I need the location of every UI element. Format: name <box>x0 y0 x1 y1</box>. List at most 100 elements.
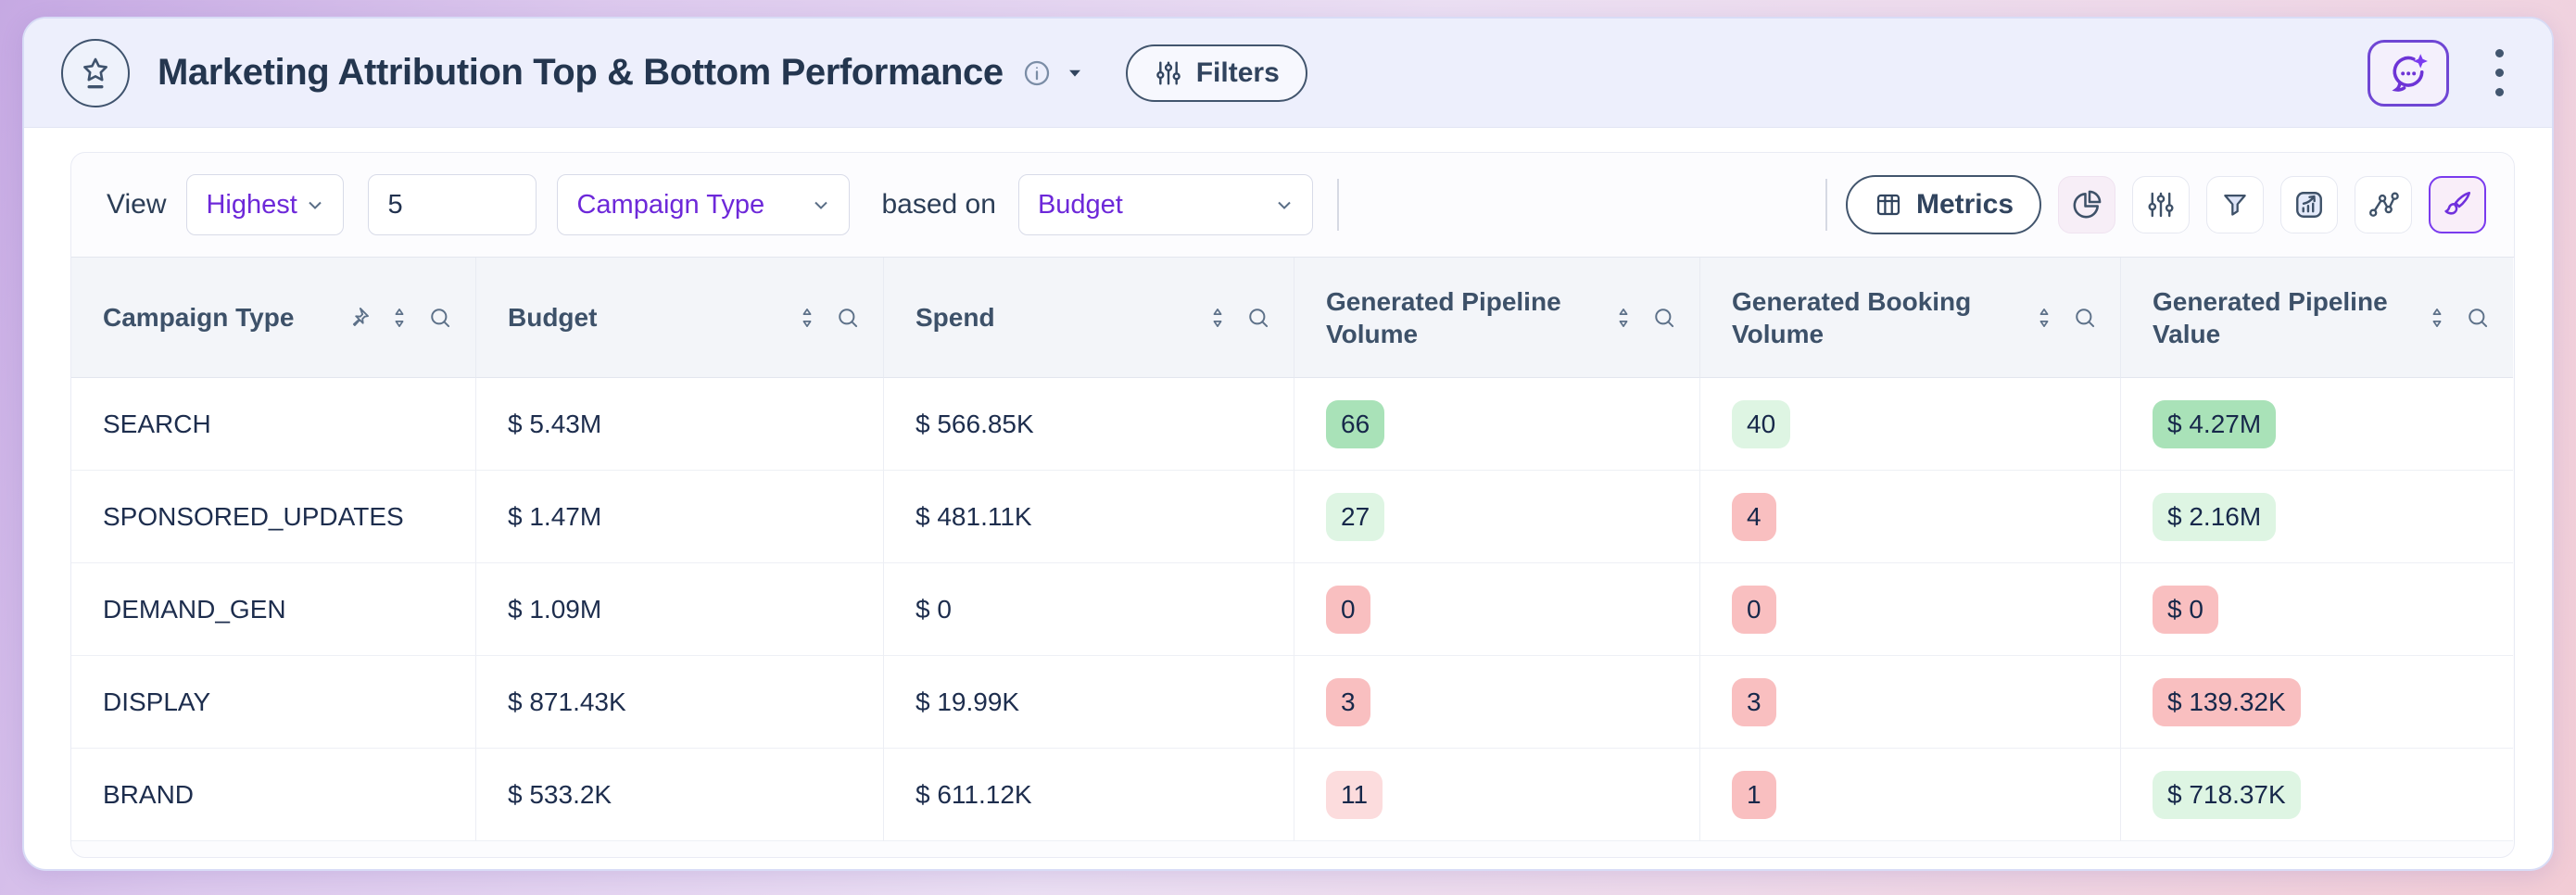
cell-pipeline-volume: 66 <box>1294 378 1700 471</box>
cell-campaign-type: DISPLAY <box>71 656 476 749</box>
widget-header: Marketing Attribution Top & Bottom Perfo… <box>24 19 2552 128</box>
chevron-down-icon[interactable] <box>1065 63 1085 83</box>
table-row[interactable]: BRAND $ 533.2K $ 611.12K 11 1 $ 718.37K <box>71 749 2514 841</box>
metric-select[interactable]: Budget <box>1017 174 1313 235</box>
status-badge: 11 <box>1326 770 1383 819</box>
chevron-down-icon <box>810 194 832 216</box>
column-label: Generated Pipeline Value <box>2153 286 2388 348</box>
count-input[interactable]: 5 <box>368 174 537 235</box>
table-row[interactable]: SEARCH $ 5.43M $ 566.85K 66 40 $ 4.27M <box>71 378 2514 471</box>
pie-chart-view-button[interactable] <box>2058 176 2115 233</box>
sort-icon[interactable] <box>1611 306 1635 330</box>
star-badge-button[interactable] <box>61 38 130 107</box>
cell-pipeline-value: $ 718.37K <box>2121 749 2513 841</box>
metrics-button-label: Metrics <box>1915 189 2014 220</box>
column-header-generated-pipeline-value[interactable]: Generated Pipeline Value <box>2121 258 2513 378</box>
widget-body-panel: View Highest 5 Campaign Type based <box>70 152 2515 858</box>
sort-icon[interactable] <box>2425 306 2449 330</box>
cell-booking-volume: 0 <box>1700 563 2121 656</box>
cell-spend: $ 611.12K <box>884 749 1294 841</box>
status-badge: $ 139.32K <box>2153 677 2301 726</box>
sliders-settings-button[interactable] <box>2132 176 2190 233</box>
funnel-icon <box>2219 189 2251 221</box>
cell-budget: $ 1.47M <box>476 471 884 563</box>
cell-pipeline-value: $ 4.27M <box>2121 378 2513 471</box>
status-badge: 0 <box>1732 585 1776 634</box>
status-badge: $ 0 <box>2153 585 2218 634</box>
table-row[interactable]: SPONSORED_UPDATES $ 1.47M $ 481.11K 27 4… <box>71 471 2514 563</box>
info-icon[interactable] <box>1022 58 1052 88</box>
ai-assistant-button[interactable] <box>2368 39 2449 107</box>
column-header-budget[interactable]: Budget <box>476 258 884 378</box>
cell-pipeline-value: $ 0 <box>2121 563 2513 656</box>
cell-pipeline-volume: 27 <box>1294 471 1700 563</box>
status-badge: 4 <box>1732 492 1776 541</box>
column-label: Budget <box>508 303 598 332</box>
column-header-generated-pipeline-volume[interactable]: Generated Pipeline Volume <box>1294 258 1700 378</box>
cell-budget: $ 871.43K <box>476 656 884 749</box>
star-underline-icon <box>76 54 115 93</box>
cell-booking-volume: 3 <box>1700 656 2121 749</box>
controls-bar: View Highest 5 Campaign Type based <box>71 153 2514 257</box>
status-badge: $ 4.27M <box>2153 399 2277 448</box>
view-label: View <box>107 189 167 220</box>
column-header-spend[interactable]: Spend <box>884 258 1294 378</box>
status-badge: 66 <box>1326 399 1385 448</box>
search-icon[interactable] <box>1245 305 1271 331</box>
metrics-button[interactable]: Metrics <box>1845 175 2041 234</box>
cell-budget: $ 1.09M <box>476 563 884 656</box>
cell-campaign-type: DEMAND_GEN <box>71 563 476 656</box>
search-icon[interactable] <box>2465 305 2491 331</box>
page-title: Marketing Attribution Top & Bottom Perfo… <box>158 52 1004 93</box>
cell-spend: $ 0 <box>884 563 1294 656</box>
cell-booking-volume: 4 <box>1700 471 2121 563</box>
order-select-value: Highest <box>206 189 297 220</box>
cell-budget: $ 5.43M <box>476 378 884 471</box>
chart-trend-icon <box>2292 188 2326 221</box>
based-on-label: based on <box>881 189 996 220</box>
pin-icon[interactable] <box>346 305 372 331</box>
order-select[interactable]: Highest <box>186 174 345 235</box>
column-label: Generated Booking Volume <box>1732 286 1972 348</box>
table-row[interactable]: DISPLAY $ 871.43K $ 19.99K 3 3 $ 139.32K <box>71 656 2514 749</box>
sliders-icon <box>1154 58 1183 88</box>
filters-button-label: Filters <box>1195 57 1280 88</box>
metric-select-value: Budget <box>1037 189 1123 220</box>
scatter-route-button[interactable] <box>2355 176 2412 233</box>
cell-booking-volume: 40 <box>1700 378 2121 471</box>
controls-divider <box>1336 179 1339 231</box>
filters-button[interactable]: Filters <box>1125 44 1307 102</box>
dimension-select-value: Campaign Type <box>576 189 765 220</box>
search-icon[interactable] <box>2072 305 2098 331</box>
search-icon[interactable] <box>835 305 861 331</box>
status-badge: 27 <box>1326 492 1385 541</box>
paintbrush-style-button[interactable] <box>2429 176 2486 233</box>
search-icon[interactable] <box>427 305 453 331</box>
sort-icon[interactable] <box>2032 306 2056 330</box>
cell-pipeline-value: $ 139.32K <box>2121 656 2513 749</box>
filter-funnel-button[interactable] <box>2206 176 2264 233</box>
sort-icon[interactable] <box>387 306 411 330</box>
cell-campaign-type: BRAND <box>71 749 476 841</box>
chevron-down-icon <box>1273 194 1295 216</box>
more-options-button[interactable] <box>2490 44 2509 102</box>
cell-spend: $ 19.99K <box>884 656 1294 749</box>
widget-card: Marketing Attribution Top & Bottom Perfo… <box>22 17 2554 871</box>
column-header-generated-booking-volume[interactable]: Generated Booking Volume <box>1700 258 2121 378</box>
sort-icon[interactable] <box>795 306 819 330</box>
cell-campaign-type: SPONSORED_UPDATES <box>71 471 476 563</box>
column-header-campaign-type[interactable]: Campaign Type <box>71 258 476 378</box>
search-icon[interactable] <box>1651 305 1677 331</box>
column-label: Spend <box>915 303 995 332</box>
status-badge: 1 <box>1732 770 1776 819</box>
column-label: Campaign Type <box>103 303 295 332</box>
scatter-route-icon <box>2367 188 2400 221</box>
data-table: Campaign Type <box>71 257 2514 841</box>
sort-icon[interactable] <box>1206 306 1230 330</box>
table-row[interactable]: DEMAND_GEN $ 1.09M $ 0 0 0 $ 0 <box>71 563 2514 656</box>
paintbrush-icon <box>2441 188 2474 221</box>
cell-pipeline-value: $ 2.16M <box>2121 471 2513 563</box>
chart-trend-button[interactable] <box>2280 176 2338 233</box>
cell-pipeline-volume: 3 <box>1294 656 1700 749</box>
dimension-select[interactable]: Campaign Type <box>557 174 851 235</box>
